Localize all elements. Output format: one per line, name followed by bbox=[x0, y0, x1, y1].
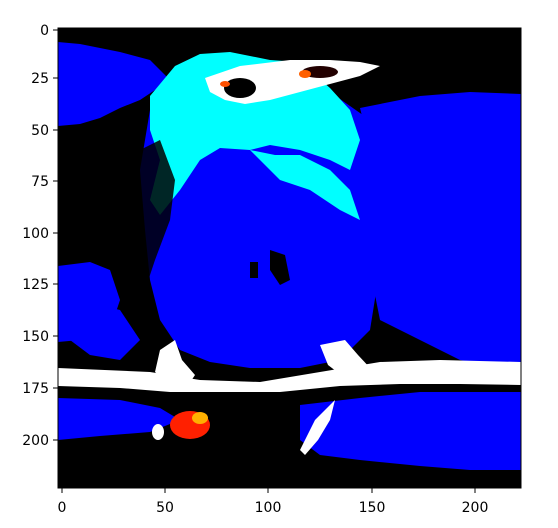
image-plot-area bbox=[57, 27, 522, 489]
y-tick-label: 75 bbox=[31, 174, 49, 190]
y-tick-label: 150 bbox=[22, 329, 49, 345]
y-tick-label: 0 bbox=[40, 23, 49, 39]
x-tick-label: 0 bbox=[58, 500, 67, 516]
y-tick-label: 175 bbox=[22, 381, 49, 397]
y-axis: 0 25 50 75 100 125 150 175 200 bbox=[22, 23, 58, 449]
posterized-bird-image bbox=[58, 28, 521, 488]
y-tick-label: 25 bbox=[31, 71, 49, 87]
x-tick-label: 150 bbox=[359, 500, 386, 516]
plot-border bbox=[57, 27, 522, 489]
y-tick-label: 100 bbox=[22, 226, 49, 242]
x-tick-label: 100 bbox=[255, 500, 282, 516]
x-tick-label: 200 bbox=[462, 500, 489, 516]
y-tick-label: 125 bbox=[22, 277, 49, 293]
y-tick-label: 200 bbox=[22, 433, 49, 449]
x-tick-label: 50 bbox=[156, 500, 174, 516]
x-axis: 0 50 100 150 200 bbox=[58, 488, 489, 516]
y-tick-label: 50 bbox=[31, 123, 49, 139]
